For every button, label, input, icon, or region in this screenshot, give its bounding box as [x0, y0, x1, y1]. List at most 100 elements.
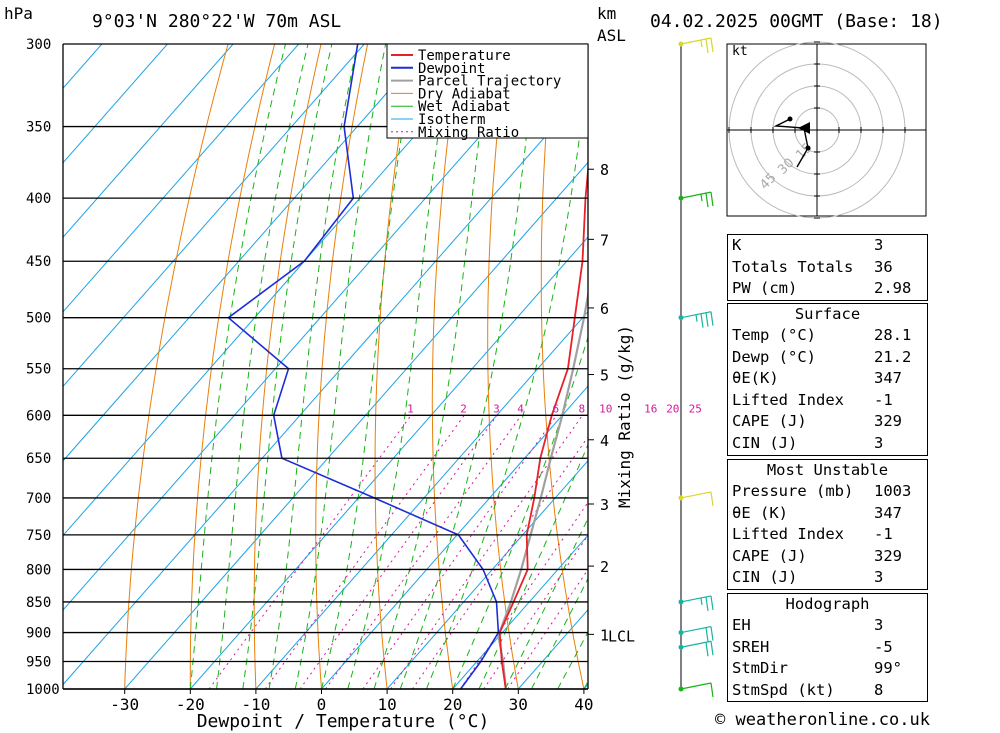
mixing-ratio-label: 2: [460, 402, 467, 415]
index-key: StmDir: [732, 659, 788, 678]
index-key: θE (K): [732, 503, 788, 522]
pressure-tick-label: 800: [26, 562, 51, 578]
legend-label: Dry Adiabat: [418, 86, 511, 102]
wind-barb-shaft: [680, 682, 712, 690]
hodograph-row: EH 3: [728, 615, 927, 637]
index-value: 3: [874, 236, 884, 254]
wind-barb-feather: [695, 314, 698, 322]
index-key: CIN (J): [732, 568, 798, 587]
pressure-tick-label: 950: [26, 655, 51, 671]
wind-barb-feather: [710, 37, 714, 53]
wind-barb-feather: [705, 642, 709, 657]
km-tick-label: 5: [600, 367, 609, 385]
legend-label: Wet Adiabat: [418, 99, 511, 115]
wind-barb-feather: [710, 311, 714, 326]
wet-adiabat-line: [452, 335, 588, 689]
index-value: 329: [874, 412, 902, 431]
pressure-tick-label: 650: [26, 451, 51, 467]
wet-adiabat-line: [321, 44, 418, 689]
km-tick-label: 2: [600, 558, 609, 576]
most-unstable-row: θE (K) 347: [728, 503, 927, 525]
surface-row: Lifted Index -1: [728, 390, 927, 412]
km-tick-label: 4: [600, 432, 609, 450]
wind-barb-feather: [705, 193, 709, 208]
isotherm-line: [124, 161, 588, 689]
index-key: Temp (°C): [732, 326, 816, 344]
mixing-ratio-axis-label: Mixing Ratio (g/kg): [615, 325, 634, 508]
wind-barb-feather: [710, 682, 714, 698]
isotherm-line: [63, 87, 588, 686]
wind-barb-feather: [710, 641, 714, 656]
location-title: 9°03'N 280°22'W 70m ASL: [92, 11, 342, 32]
index-key: Lifted Index: [732, 390, 844, 409]
pressure-tick-label: 550: [26, 362, 51, 378]
pressure-tick-label: 400: [26, 191, 51, 207]
dry-adiabat-line: [540, 44, 585, 689]
dry-adiabat-line: [926, 44, 1000, 689]
mixing-ratio-label: 16: [644, 402, 657, 415]
wet-adiabat-line: [530, 577, 588, 689]
datetime-title: 04.02.2025 00GMT (Base: 18): [650, 11, 943, 32]
legend-box: [386, 43, 589, 139]
index-key: Pressure (mb): [732, 482, 854, 500]
wind-barb-feather: [700, 313, 704, 328]
index-key: Totals Totals: [732, 257, 854, 276]
most-unstable-row: CAPE (J) 329: [728, 546, 927, 568]
mixing-ratio-label: 6: [553, 402, 560, 415]
wind-barb-feather: [705, 312, 709, 327]
wet-adiabat-line: [189, 44, 286, 689]
index-value: 3: [874, 433, 884, 452]
wind-barb-feather: [700, 39, 703, 48]
legend-label: Mixing Ratio: [418, 125, 519, 141]
x-tick-label: -20: [176, 695, 205, 714]
index-key: PW (cm): [732, 279, 798, 298]
wind-barb-feather: [710, 192, 714, 207]
copyright-link[interactable]: © weatheronline.co.uk: [715, 710, 930, 730]
index-key: CAPE (J): [732, 412, 807, 431]
most-unstable-row: Lifted Index -1: [728, 524, 927, 546]
x-axis-label: Dewpoint / Temperature (°C): [197, 711, 490, 732]
pressure-tick-label: 1000: [26, 682, 60, 698]
isotherm-line: [63, 44, 300, 313]
most-unstable-row: Pressure (mb) 1003: [728, 481, 927, 503]
km-tick-label: 7: [600, 231, 609, 249]
index-value: 329: [874, 546, 902, 565]
pressure-tick-label: 300: [26, 37, 51, 53]
isotherm-line: [63, 44, 234, 239]
wet-adiabat-line: [242, 44, 333, 689]
wind-barb-feather: [700, 597, 703, 606]
index-row-pw: PW (cm) 2.98: [728, 278, 927, 300]
hodograph-row: SREH -5: [728, 637, 927, 659]
index-key: EH: [732, 616, 751, 634]
isotherm-line: [63, 44, 365, 388]
hodograph-row: StmSpd (kt) 8: [728, 680, 927, 702]
pressure-tick-label: 500: [26, 311, 51, 327]
dry-adiabat-line: [643, 44, 715, 689]
index-key: θE(K): [732, 369, 779, 388]
x-tick-label: 40: [574, 695, 593, 714]
wind-barb-feather: [705, 627, 709, 642]
index-value: 1003: [874, 482, 912, 500]
hodograph-indices-box: Hodograph EH 3 SREH -5 StmDir 99° StmSpd (k…: [727, 593, 928, 703]
index-key: CAPE (J): [732, 546, 807, 565]
surface-title: Surface: [794, 305, 861, 323]
isotherm-line: [321, 385, 588, 689]
mixing-ratio-label: 25: [689, 402, 702, 415]
storm-motion-arrow: [798, 122, 810, 134]
hodograph-unit: kt: [732, 44, 748, 59]
dry-adiabat-line: [253, 44, 322, 689]
x-tick-label: 30: [509, 695, 528, 714]
x-tick-label: 20: [443, 695, 462, 714]
isotherm-line: [386, 459, 588, 689]
mixing-ratio-label: 10: [599, 402, 612, 415]
wind-barb-feather: [700, 194, 703, 202]
index-key: K: [732, 236, 742, 254]
surface-box: Surface Temp (°C) 28.1 Dewp (°C) 21.2 θE(K…: [727, 303, 928, 456]
wind-barb-feather: [705, 38, 709, 54]
index-value: 3: [874, 616, 884, 634]
x-tick-label: -30: [110, 695, 139, 714]
dry-adiabat-line: [972, 44, 1000, 689]
dry-adiabat-line: [124, 44, 229, 689]
